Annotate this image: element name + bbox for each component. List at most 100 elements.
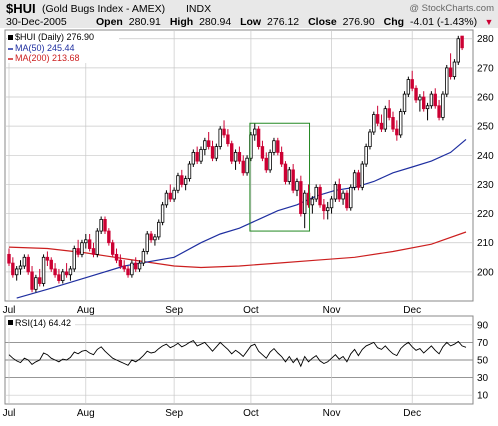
candle (287, 166, 292, 185)
candle (279, 146, 284, 167)
candle-body-down (26, 256, 30, 273)
candle (80, 239, 84, 258)
candle (299, 175, 303, 217)
candle (368, 129, 372, 150)
candle (406, 76, 411, 98)
candle (233, 149, 238, 170)
candle-body-up (326, 207, 330, 212)
candles (7, 35, 464, 293)
rsi-x-tick-label: Oct (243, 408, 259, 419)
candle-body-up (245, 157, 249, 174)
candle-body-up (295, 181, 299, 191)
legend-swatch-main (8, 35, 13, 40)
candle (137, 260, 142, 272)
candle (134, 257, 138, 272)
candle-body-up (214, 146, 219, 159)
quote-date: 30-Dec-2005 (6, 16, 67, 28)
candle (418, 94, 422, 112)
price-x-tick-label: Jul (3, 305, 16, 316)
candle-body-down (318, 186, 322, 206)
rsi-x-grid (8, 316, 413, 404)
candle-body-up (22, 256, 27, 267)
candle (122, 260, 126, 272)
candle-body-up (72, 248, 76, 270)
candle (61, 268, 65, 284)
candle (176, 172, 180, 194)
candle (172, 187, 176, 202)
candle (210, 140, 215, 162)
candle (180, 169, 184, 188)
candle-body-down (226, 134, 230, 145)
candle-body-down (64, 271, 69, 276)
candle (34, 274, 38, 293)
candle (425, 102, 430, 121)
candle (456, 35, 460, 65)
rsi-line (8, 340, 467, 368)
rsi-legend-swatch (8, 320, 13, 325)
candle-body-down (195, 151, 199, 162)
candle (322, 199, 326, 220)
candle (349, 184, 353, 211)
candle-body-up (176, 175, 180, 191)
candle-body-up (18, 265, 23, 270)
candle (226, 129, 230, 147)
candle (345, 190, 349, 211)
price-y-tick-label: 200 (477, 267, 494, 278)
candle-body-down (437, 105, 441, 118)
candle (452, 59, 457, 80)
candle (237, 146, 242, 165)
candle-body-down (206, 140, 211, 147)
candle-body-down (110, 242, 115, 255)
candle (268, 149, 272, 173)
candle (187, 161, 192, 182)
rsi-x-tick-label: Dec (403, 408, 421, 419)
candle-body-up (61, 271, 65, 282)
candle (372, 111, 376, 135)
quote-values: Open 280.91 High 280.94 Low 276.12 Close… (96, 16, 477, 28)
candle (356, 169, 361, 191)
candle (22, 254, 27, 269)
candle-body-up (172, 189, 176, 200)
candle-body-down (168, 192, 172, 200)
candle (195, 146, 199, 165)
candle (76, 239, 80, 258)
candle (460, 35, 464, 51)
price-y-tick-label: 250 (477, 122, 494, 133)
candle-body-up (368, 131, 372, 147)
candle (337, 178, 341, 202)
candle-body-down (53, 268, 57, 276)
candle-body-down (391, 117, 395, 130)
candle (145, 231, 149, 255)
candle-body-down (91, 248, 96, 255)
candle (241, 155, 245, 176)
candle (283, 161, 288, 185)
candle (230, 140, 234, 165)
candle (326, 201, 330, 220)
price-y-ticks: 200 210 220 230 240 250 260 270 280 (477, 34, 494, 278)
candle-body-down (180, 175, 184, 185)
candle-body-down (49, 259, 53, 270)
candle-body-up (287, 169, 292, 182)
candle (333, 181, 338, 202)
candle-body-down (122, 265, 126, 270)
candle (302, 190, 307, 229)
candle (264, 152, 268, 173)
candle-body-down (410, 79, 414, 89)
candle (103, 216, 107, 234)
candle-body-down (276, 140, 280, 153)
candle (352, 169, 357, 191)
candle-body-up (272, 140, 276, 153)
candle-body-up (141, 251, 146, 264)
candle-body-down (126, 268, 130, 276)
candle (49, 257, 53, 272)
candle-body-down (379, 122, 384, 130)
rsi-y-tick-label: 90 (477, 320, 489, 331)
rsi-x-tick-label: Aug (77, 408, 95, 419)
price-y-tick-label: 230 (477, 180, 494, 191)
rsi-x-tick-label: Sep (165, 408, 183, 419)
chart-exchange: INDX (186, 3, 211, 15)
candle-body-down (118, 259, 123, 267)
candle-body-down (433, 93, 437, 107)
candle (414, 85, 418, 103)
price-x-tick-label: Oct (243, 305, 259, 316)
